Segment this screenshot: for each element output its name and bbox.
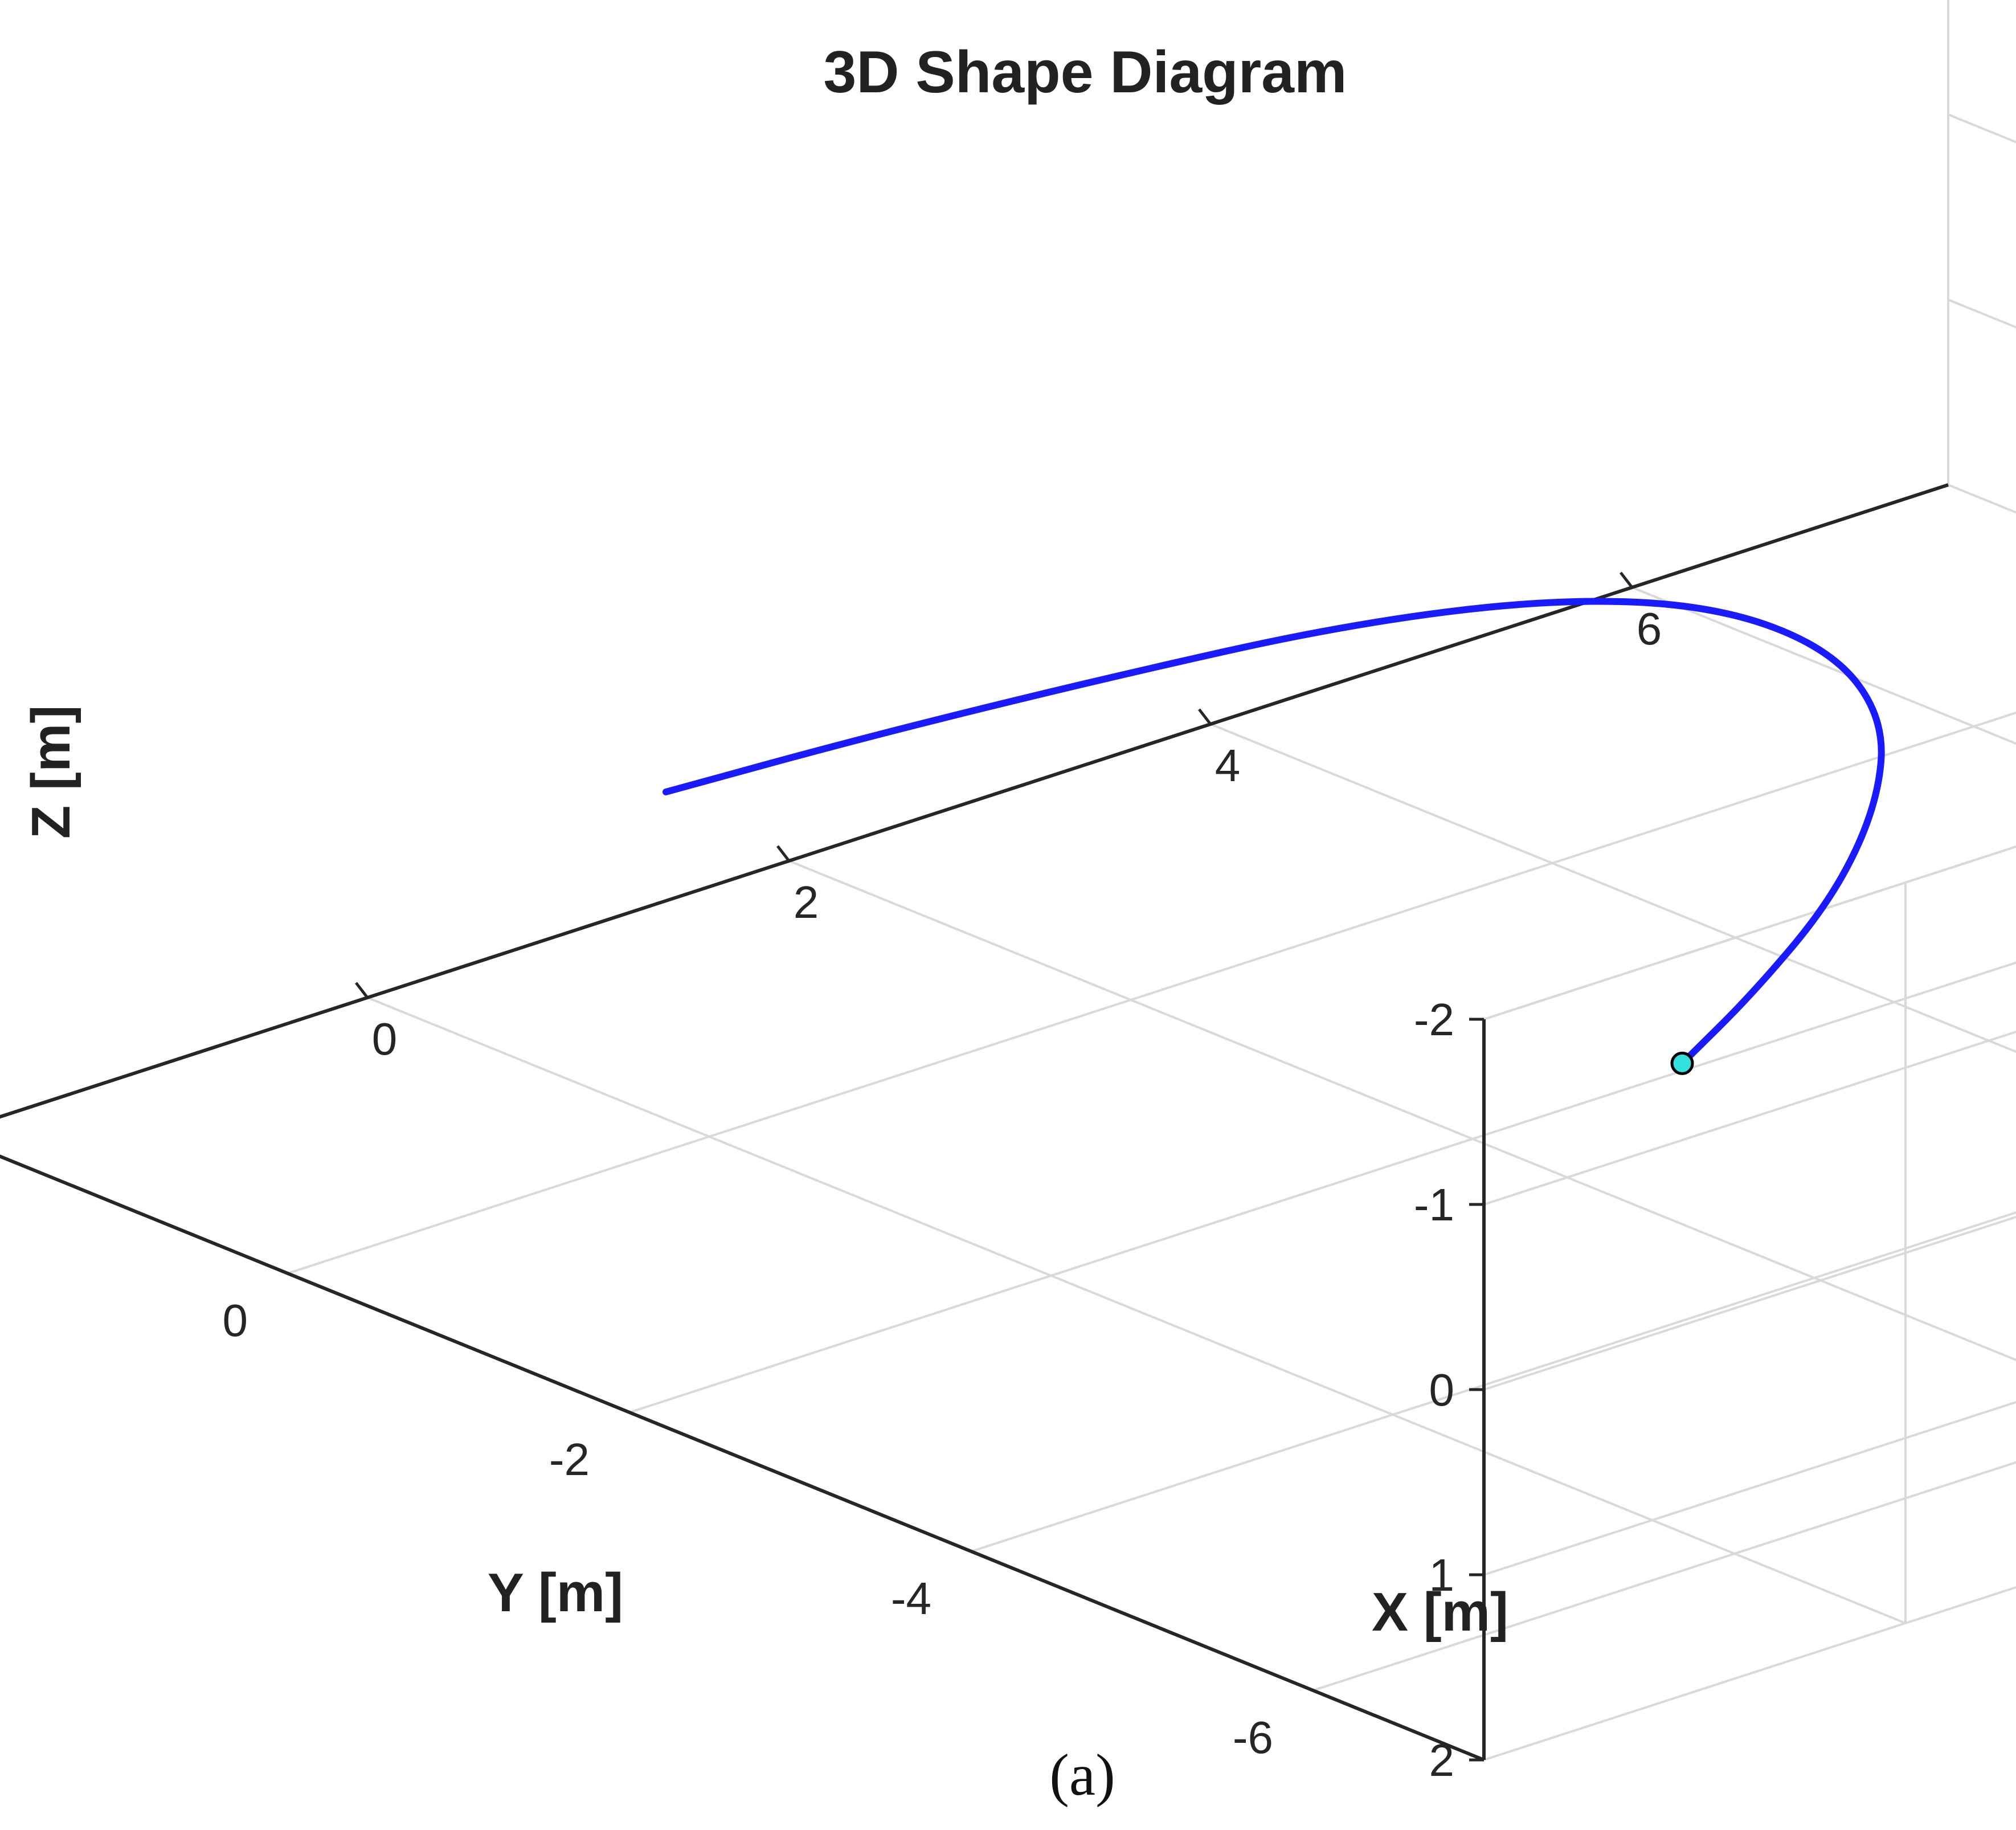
- grid-line: [1948, 484, 2016, 514]
- grid-line: [1210, 723, 2016, 1053]
- series-line: [663, 598, 1885, 1067]
- x-axis-label: X [m]: [1372, 1582, 1508, 1643]
- x-tick-label: 2: [794, 877, 819, 928]
- grid-line: [1631, 586, 2016, 745]
- x-tick-label: 0: [372, 1014, 398, 1064]
- y-tick-mark: [272, 1265, 288, 1275]
- grid-line: [287, 711, 2016, 1275]
- chart-title: 3D Shape Diagram: [824, 39, 1347, 105]
- y-tick-label: -6: [1233, 1712, 1273, 1763]
- data-layer: [663, 598, 1885, 1075]
- y-tick-label: -2: [549, 1434, 590, 1485]
- grid-line: [971, 1211, 2016, 1553]
- y-axis-label: Y [m]: [488, 1562, 623, 1623]
- y-tick-mark: [614, 1404, 630, 1414]
- grid-line: [629, 961, 2016, 1414]
- x-axis-line: [0, 483, 1949, 1119]
- z-tick-label: -2: [1414, 994, 1454, 1045]
- grid-line: [1483, 1400, 2016, 1576]
- z-tick-label: -1: [1414, 1179, 1454, 1230]
- x-tick-mark: [1198, 708, 1212, 725]
- grid-line: [1483, 845, 2016, 1020]
- grid-line: [1483, 845, 2016, 1020]
- x-tick-label: 4: [1215, 740, 1241, 791]
- z-tick-label: 2: [1429, 1735, 1455, 1786]
- z-tick-label: 0: [1429, 1365, 1455, 1415]
- grid-line: [1483, 1030, 2016, 1206]
- x-tick-mark: [1620, 571, 1633, 589]
- x-tick-mark: [776, 845, 790, 862]
- grid-line: [0, 1155, 1485, 1761]
- z-axis-label: Z [m]: [21, 705, 81, 839]
- grid-line: [0, 484, 1949, 1118]
- grid-line: [367, 996, 1906, 1624]
- grid-line: [1948, 113, 2016, 144]
- grid-line: [1948, 0, 2016, 555]
- axes: [0, 483, 1949, 1762]
- z-tick-label: 1: [1429, 1550, 1455, 1600]
- grid-line: [1312, 1461, 2016, 1692]
- y-tick-label: -4: [891, 1573, 931, 1624]
- grid-lines: [0, 0, 2016, 1761]
- y-tick-label: 0: [223, 1295, 248, 1346]
- x-tick-label: 6: [1637, 603, 1662, 654]
- start-marker: [1670, 1051, 1694, 1075]
- figure-caption: (a): [1049, 1742, 1115, 1808]
- grid-line: [788, 860, 2016, 1362]
- grid-line: [1483, 1586, 2016, 1761]
- grid-line: [1948, 299, 2016, 329]
- grid-line: [1483, 1215, 2016, 1391]
- y-tick-mark: [1298, 1682, 1314, 1692]
- y-tick-mark: [956, 1543, 972, 1553]
- y-axis-line: [0, 1154, 1485, 1762]
- x-tick-mark: [355, 982, 369, 999]
